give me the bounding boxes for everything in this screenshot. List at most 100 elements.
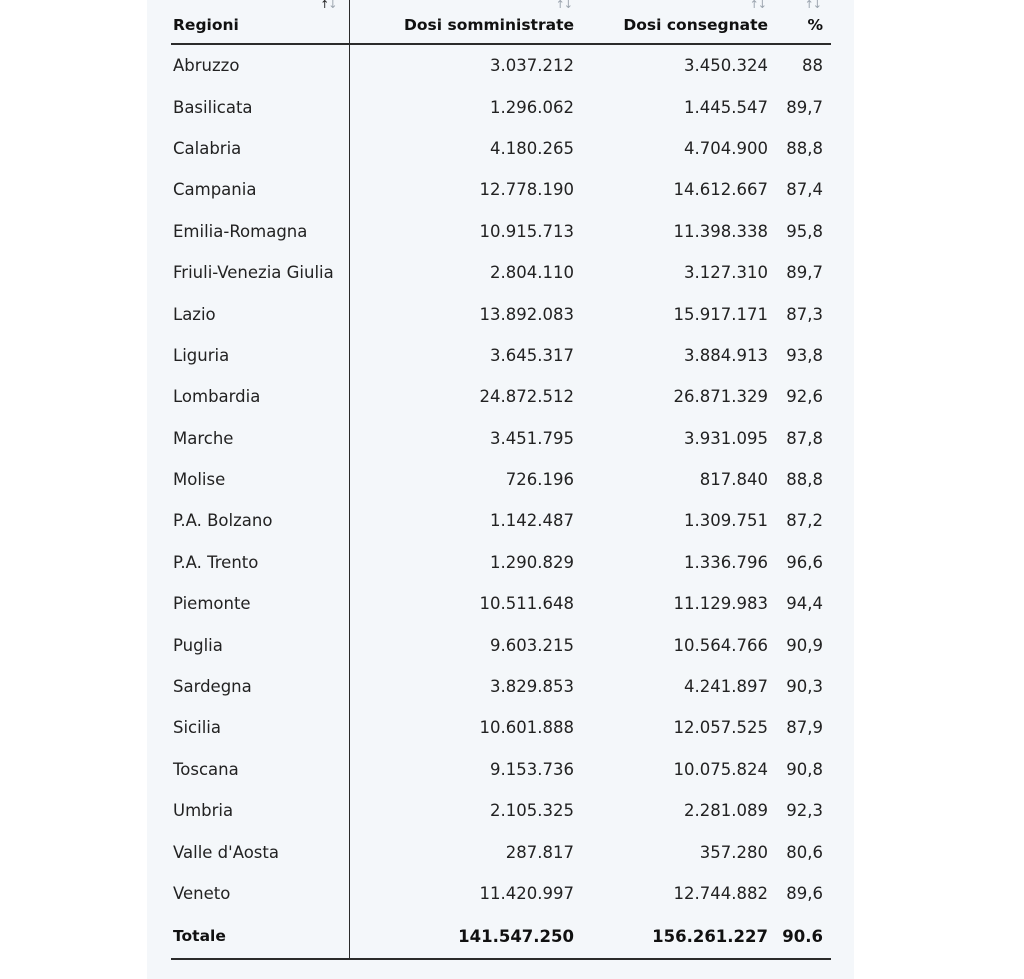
cell-percent: 89,7: [786, 97, 823, 117]
cell-region: Campania: [171, 169, 350, 211]
cell-region: Puglia: [171, 624, 350, 666]
cell-delivered: 10.564.766: [673, 635, 768, 655]
cell-delivered: 1.309.751: [684, 511, 768, 531]
cell-region: Emilia-Romagna: [171, 210, 350, 252]
cell-percent: 92,3: [786, 801, 823, 821]
cell-delivered: 12.057.525: [673, 718, 768, 738]
cell-administered: 3.829.853: [490, 677, 574, 697]
cell-delivered: 3.450.324: [684, 56, 768, 76]
column-header-label: Dosi somministrate: [404, 16, 574, 34]
column-header-label: Dosi consegnate: [623, 16, 768, 34]
sort-icon[interactable]: ↑↓: [320, 0, 337, 11]
cell-region: Basilicata: [171, 86, 350, 128]
column-header-administered[interactable]: ↑↓ Dosi somministrate: [349, 0, 574, 45]
cell-administered: 1.142.487: [490, 511, 574, 531]
cell-percent: 80,6: [786, 842, 823, 862]
cell-administered: 10.601.888: [479, 718, 574, 738]
cell-delivered: 3.931.095: [684, 428, 768, 448]
cell-delivered: 11.129.983: [673, 594, 768, 614]
table-row: Umbria 2.105.325 2.281.089 92,3: [171, 790, 831, 832]
table-row: Piemonte 10.511.648 11.129.983 94,4: [171, 583, 831, 625]
cell-percent: 88: [802, 56, 823, 76]
cell-region: Molise: [171, 458, 350, 501]
table-row: Veneto 11.420.997 12.744.882 89,6: [171, 872, 831, 915]
table-row: Emilia-Romagna 10.915.713 11.398.338 95,8: [171, 210, 831, 252]
table-row: P.A. Trento 1.290.829 1.336.796 96,6: [171, 541, 831, 584]
cell-region: Marche: [171, 417, 350, 459]
total-row: Totale 141.547.250 156.261.227 90.6: [171, 914, 831, 961]
table-row: Toscana 9.153.736 10.075.824 90,8: [171, 748, 831, 791]
cell-percent: 87,4: [786, 180, 823, 200]
cell-region: P.A. Bolzano: [171, 500, 350, 542]
sort-icon[interactable]: ↑↓: [749, 0, 767, 11]
cell-region: Lombardia: [171, 376, 350, 418]
cell-region: Umbria: [171, 790, 350, 832]
table-body: Abruzzo 3.037.212 3.450.324 88 Basilicata 1.…: [171, 44, 831, 961]
cell-percent: 87,2: [786, 511, 823, 531]
table-row: Abruzzo 3.037.212 3.450.324 88: [171, 44, 831, 87]
table-row: Molise 726.196 817.840 88,8: [171, 458, 831, 501]
table-row: Sicilia 10.601.888 12.057.525 87,9: [171, 707, 831, 749]
table-row: Valle d'Aosta 287.817 357.280 80,6: [171, 831, 831, 873]
cell-percent: 87,9: [786, 718, 823, 738]
column-header-region[interactable]: ↑↓ Regioni: [171, 0, 350, 45]
cell-region: Sicilia: [171, 707, 350, 749]
column-header-percent[interactable]: ↑↓ %: [768, 0, 831, 45]
cell-delivered: 2.281.089: [684, 801, 768, 821]
cell-region: Sardegna: [171, 665, 350, 708]
cell-region: P.A. Trento: [171, 541, 350, 584]
cell-administered: 9.603.215: [490, 635, 574, 655]
cell-region: Piemonte: [171, 583, 350, 625]
cell-administered: 11.420.997: [479, 884, 574, 903]
cell-percent: 93,8: [786, 345, 823, 365]
cell-administered: 2.804.110: [490, 263, 574, 283]
cell-administered: 3.037.212: [490, 56, 574, 76]
vaccine-doses-table: ↑↓ Regioni ↑↓ Dosi somministrate ↑↓ Dosi…: [171, 0, 831, 961]
cell-administered: 726.196: [505, 470, 574, 490]
cell-administered: 2.105.325: [490, 801, 574, 821]
total-percent: 90.6: [768, 914, 831, 961]
cell-administered: 10.511.648: [479, 594, 574, 614]
cell-administered: 3.451.795: [490, 428, 574, 448]
cell-administered: 9.153.736: [490, 759, 574, 779]
sort-icon[interactable]: ↑↓: [804, 0, 822, 11]
cell-percent: 96,6: [786, 552, 823, 572]
table-row: Puglia 9.603.215 10.564.766 90,9: [171, 624, 831, 666]
total-delivered: 156.261.227: [574, 914, 768, 961]
cell-delivered: 14.612.667: [673, 180, 768, 200]
cell-percent: 90,9: [786, 635, 823, 655]
column-header-delivered[interactable]: ↑↓ Dosi consegnate: [574, 0, 768, 45]
cell-percent: 90,8: [786, 759, 823, 779]
table-row: Campania 12.778.190 14.612.667 87,4: [171, 169, 831, 211]
cell-region: Calabria: [171, 127, 350, 170]
cell-percent: 90,3: [786, 677, 823, 697]
cell-delivered: 1.445.547: [684, 97, 768, 117]
cell-administered: 4.180.265: [490, 138, 574, 158]
cell-administered: 3.645.317: [490, 345, 574, 365]
cell-delivered: 15.917.171: [673, 304, 768, 324]
cell-percent: 88,8: [786, 138, 823, 158]
cell-administered: 287.817: [505, 842, 574, 862]
cell-administered: 1.290.829: [490, 552, 574, 572]
cell-region: Toscana: [171, 748, 350, 791]
table-header-row: ↑↓ Regioni ↑↓ Dosi somministrate ↑↓ Dosi…: [171, 0, 831, 45]
cell-delivered: 12.744.882: [673, 884, 768, 903]
table-row: Liguria 3.645.317 3.884.913 93,8: [171, 334, 831, 377]
table-row: Lombardia 24.872.512 26.871.329 92,6: [171, 376, 831, 418]
cell-percent: 88,8: [786, 470, 823, 490]
cell-delivered: 3.127.310: [684, 263, 768, 283]
cell-percent: 92,6: [786, 387, 823, 407]
cell-percent: 89,7: [786, 263, 823, 283]
cell-delivered: 3.884.913: [684, 345, 768, 365]
total-administered: 141.547.250: [349, 914, 574, 961]
table-row: P.A. Bolzano 1.142.487 1.309.751 87,2: [171, 500, 831, 542]
cell-region: Liguria: [171, 334, 350, 377]
column-header-label: Regioni: [173, 16, 239, 34]
table-row: Marche 3.451.795 3.931.095 87,8: [171, 417, 831, 459]
table-row: Lazio 13.892.083 15.917.171 87,3: [171, 293, 831, 335]
total-label: Totale: [171, 914, 350, 961]
cell-region: Lazio: [171, 293, 350, 335]
cell-region: Friuli-Venezia Giulia: [171, 251, 350, 294]
cell-percent: 95,8: [786, 221, 823, 241]
sort-icon[interactable]: ↑↓: [555, 0, 573, 11]
